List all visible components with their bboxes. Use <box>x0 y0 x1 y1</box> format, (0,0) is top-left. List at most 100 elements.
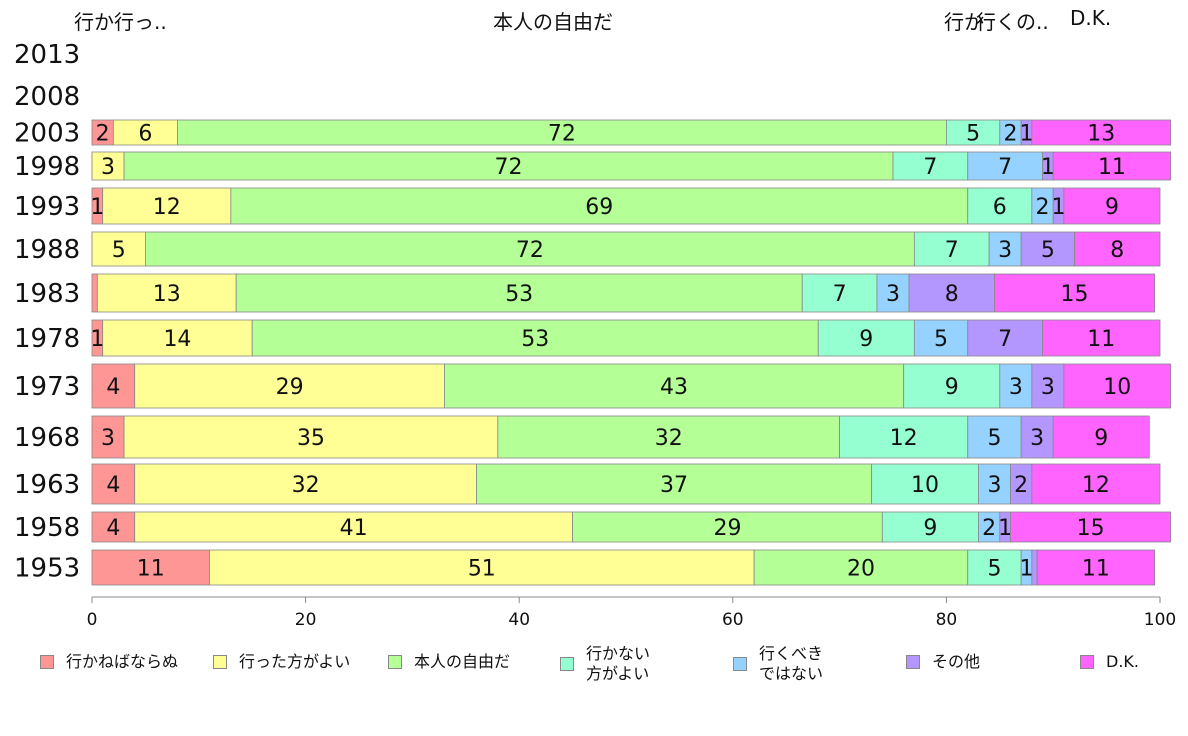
category-label: 1958 <box>14 513 80 543</box>
x-tick-label: 0 <box>87 610 98 630</box>
data-label: 5 <box>987 426 1001 451</box>
bar-segment <box>144 231 915 267</box>
bar-segment <box>96 273 237 313</box>
data-label: 3 <box>1041 375 1055 400</box>
category-label: 1963 <box>14 470 80 500</box>
legend: 行かねばならぬ 行った方がよい 本人の自由だ 行かない 方がよい 行くべき では… <box>0 642 1188 702</box>
data-label: 13 <box>1087 122 1115 147</box>
bar-segment <box>1063 363 1172 409</box>
data-label: 20 <box>847 557 875 582</box>
data-label: 5 <box>112 238 126 263</box>
category-label: 1998 <box>14 152 80 182</box>
data-label: 10 <box>911 473 939 498</box>
bar-segment <box>1031 549 1038 586</box>
data-label: 35 <box>297 426 325 451</box>
data-label: 43 <box>660 375 688 400</box>
data-label: 29 <box>713 516 741 541</box>
bar-segment <box>177 119 947 146</box>
data-label: 6 <box>993 195 1007 220</box>
data-label: 8 <box>1110 238 1124 263</box>
legend-label: その他 <box>932 652 981 671</box>
bar-segment <box>1063 187 1161 225</box>
bar-segment <box>871 463 979 505</box>
data-label: 11 <box>1098 155 1126 180</box>
legend-label: 行かない 方がよい <box>586 644 651 683</box>
bar-segment <box>572 511 883 543</box>
data-label: 9 <box>923 516 937 541</box>
bar-segment <box>1020 231 1075 267</box>
legend-item-1: 行った方がよい <box>213 652 350 672</box>
legend-swatch <box>1080 655 1094 669</box>
legend-label: D.K. <box>1106 652 1139 671</box>
data-label: 9 <box>945 375 959 400</box>
bar-segment <box>209 549 755 586</box>
bar-segment <box>251 319 819 357</box>
data-label: 4 <box>106 473 120 498</box>
data-label: 12 <box>890 426 918 451</box>
data-label: 5 <box>1041 238 1055 263</box>
bar-segment <box>91 151 125 181</box>
legend-item-4: 行くべき ではない <box>733 644 823 684</box>
data-label: 72 <box>516 238 544 263</box>
data-label: 32 <box>292 473 320 498</box>
bar-segment <box>913 231 990 267</box>
legend-label: 本人の自由だ <box>414 652 511 671</box>
legend-swatch <box>40 655 54 669</box>
data-label: 10 <box>1103 375 1131 400</box>
data-label: 53 <box>505 282 533 307</box>
bar-segment <box>978 463 1011 505</box>
top-label-center: 本人の自由だ <box>493 10 613 34</box>
data-label: 1 <box>998 516 1012 541</box>
data-label: 12 <box>153 195 181 220</box>
bar-segment <box>817 319 915 357</box>
bar-segment <box>102 319 253 357</box>
category-label: 1988 <box>14 235 80 265</box>
data-label: 3 <box>1030 426 1044 451</box>
bar-segment <box>1052 415 1150 459</box>
data-label: 7 <box>998 327 1012 352</box>
data-label: 7 <box>923 155 937 180</box>
legend-item-6: D.K. <box>1080 652 1139 672</box>
bar-segment <box>913 319 969 357</box>
data-label: 51 <box>468 557 496 582</box>
data-label: 1 <box>90 327 104 352</box>
legend-label: 行った方がよい <box>239 652 351 671</box>
data-label: 3 <box>101 426 115 451</box>
legend-label: 行くべき ではない <box>759 644 824 683</box>
legend-item-0: 行かねばならぬ <box>40 652 178 672</box>
bar-segment <box>1020 415 1054 459</box>
x-tick-label: 60 <box>722 610 744 630</box>
category-label: 1978 <box>14 324 80 354</box>
bar-segment <box>967 187 1033 225</box>
bar-segment <box>1031 119 1172 146</box>
data-label: 1 <box>1052 195 1066 220</box>
data-label: 72 <box>548 122 576 147</box>
legend-label: 行かねばならぬ <box>66 652 179 671</box>
data-label: 1 <box>90 195 104 220</box>
data-label: 2 <box>96 122 110 147</box>
bar-segment <box>967 415 1022 459</box>
category-label: 1968 <box>14 423 80 453</box>
data-label: 3 <box>101 155 115 180</box>
legend-item-3: 行かない 方がよい <box>560 644 650 684</box>
data-label: 32 <box>655 426 683 451</box>
bar-segment <box>881 511 979 543</box>
data-label: 1 <box>1041 155 1055 180</box>
bar-segment <box>1042 319 1161 357</box>
data-label: 13 <box>153 282 181 307</box>
data-label: 9 <box>1105 195 1119 220</box>
category-label: 1993 <box>14 192 80 222</box>
bar-segment <box>988 231 1022 267</box>
x-tick-label: 100 <box>1144 610 1176 630</box>
top-label-right: D.K. <box>1070 6 1112 30</box>
x-tick-label: 80 <box>936 610 958 630</box>
data-label: 14 <box>163 327 191 352</box>
data-label: 4 <box>106 375 120 400</box>
bar-segment <box>91 363 136 409</box>
data-label: 2 <box>982 516 996 541</box>
legend-swatch <box>388 655 402 669</box>
bar-segment <box>994 273 1156 313</box>
data-label: 9 <box>1094 426 1108 451</box>
category-label: 1953 <box>14 554 80 584</box>
